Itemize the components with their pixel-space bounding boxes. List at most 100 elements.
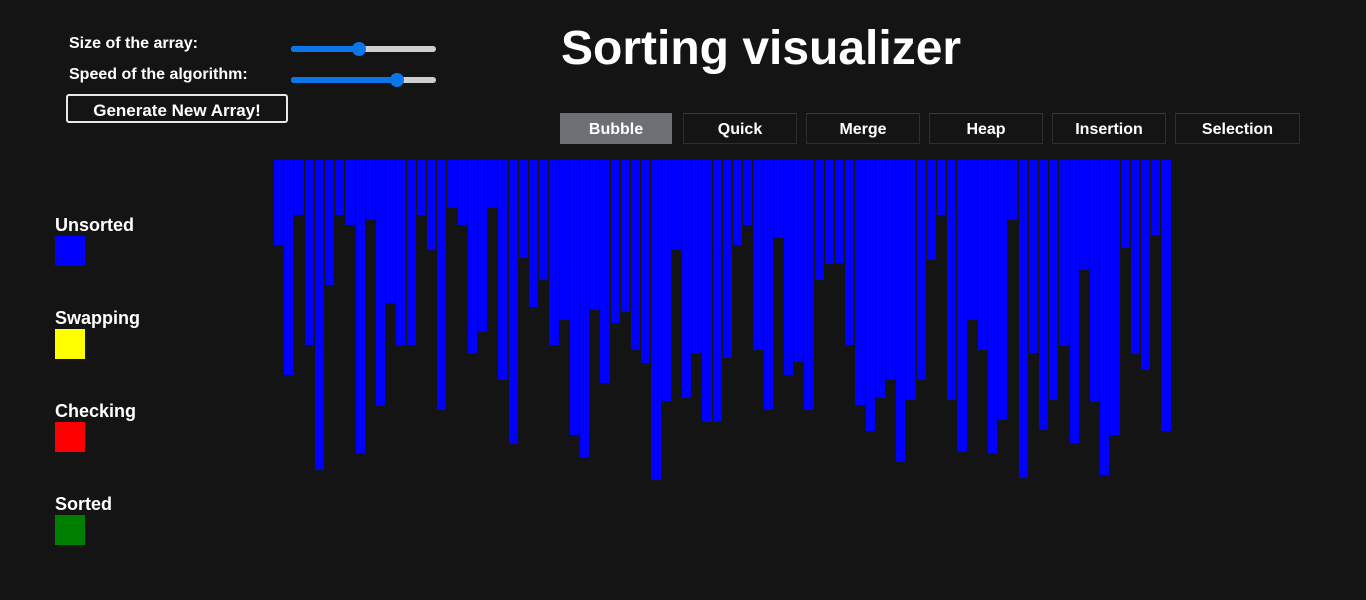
array-bar	[865, 160, 875, 431]
algorithm-speed-slider-fill	[291, 77, 397, 83]
tab-insertion[interactable]: Insertion	[1052, 113, 1166, 144]
tab-quick[interactable]: Quick	[683, 113, 797, 144]
array-bar	[610, 160, 620, 323]
array-bar	[988, 160, 998, 453]
array-bar	[1090, 160, 1100, 402]
legend-sorted-label: Sorted	[55, 494, 113, 514]
array-bar	[1028, 160, 1038, 353]
array-bar	[437, 160, 447, 410]
array-bar	[682, 160, 692, 398]
array-bar	[376, 160, 386, 406]
legend-sorted-swatch	[55, 515, 85, 545]
array-bar	[559, 160, 569, 320]
array-bar	[916, 160, 926, 380]
array-bar	[386, 160, 396, 303]
array-bar	[1079, 160, 1089, 270]
array-bar	[304, 160, 314, 345]
array-bar	[1018, 160, 1028, 478]
array-bar	[855, 160, 865, 405]
array-bar	[1130, 160, 1140, 354]
array-bar	[284, 160, 294, 375]
tab-merge[interactable]: Merge	[806, 113, 920, 144]
array-size-slider[interactable]	[291, 42, 436, 56]
array-bar	[763, 160, 773, 410]
array-bar	[274, 160, 284, 245]
array-bar	[967, 160, 977, 320]
array-bar	[590, 160, 600, 310]
array-bar	[957, 160, 967, 452]
array-bar	[947, 160, 957, 400]
array-bar	[325, 160, 335, 285]
array-bar	[1039, 160, 1049, 430]
tab-bubble[interactable]: Bubble	[560, 113, 672, 144]
array-bar	[733, 160, 743, 245]
array-bar	[529, 160, 539, 307]
legend-checking-swatch	[55, 422, 85, 452]
array-bar	[824, 160, 834, 264]
array-bar	[1069, 160, 1079, 443]
array-bar	[661, 160, 671, 401]
array-bar	[1110, 160, 1120, 435]
array-bar	[1141, 160, 1151, 370]
array-bar	[977, 160, 987, 350]
page-title: Sorting visualizer	[561, 22, 962, 75]
array-bar	[539, 160, 549, 280]
array-bar	[335, 160, 345, 215]
algorithm-speed-label: Speed of the algorithm:	[69, 66, 248, 83]
algorithm-speed-slider-thumb[interactable]	[389, 73, 404, 87]
array-bar	[457, 160, 467, 225]
array-bar	[406, 160, 416, 345]
array-bar	[712, 160, 722, 422]
array-bar	[518, 160, 528, 258]
array-bar	[937, 160, 947, 215]
array-bar	[804, 160, 814, 410]
array-bar	[835, 160, 845, 263]
array-bar	[753, 160, 763, 350]
array-bar	[467, 160, 477, 353]
algorithm-speed-slider[interactable]	[291, 73, 436, 87]
array-bar	[294, 160, 304, 215]
array-bar	[773, 160, 783, 238]
array-size-slider-fill	[291, 46, 360, 52]
array-bar	[702, 160, 712, 422]
array-bar	[651, 160, 661, 480]
array-size-slider-thumb[interactable]	[352, 42, 367, 56]
array-bar	[447, 160, 457, 208]
legend-unsorted-swatch	[55, 236, 85, 266]
array-bar	[580, 160, 590, 457]
array-bar	[1100, 160, 1110, 475]
array-bar	[488, 160, 498, 208]
array-bar	[1120, 160, 1130, 248]
array-bar	[345, 160, 355, 225]
array-bar	[926, 160, 936, 260]
array-bar	[794, 160, 804, 362]
array-bar	[784, 160, 794, 375]
generate-new-array-button[interactable]: Generate New Array!	[66, 94, 288, 123]
array-bar	[875, 160, 885, 398]
array-bar	[722, 160, 732, 358]
tab-selection[interactable]: Selection	[1175, 113, 1300, 144]
array-bar	[314, 160, 324, 470]
legend-swapping-swatch	[55, 329, 85, 359]
array-bar	[416, 160, 426, 215]
array-bar	[906, 160, 916, 400]
array-bar	[814, 160, 824, 280]
array-bar	[631, 160, 641, 350]
array-bar	[845, 160, 855, 345]
array-size-label: Size of the array:	[69, 35, 198, 52]
tab-heap[interactable]: Heap	[929, 113, 1043, 144]
array-bar	[569, 160, 579, 435]
array-bar	[549, 160, 559, 345]
array-bar	[692, 160, 702, 353]
array-bar	[355, 160, 365, 453]
array-bar	[1059, 160, 1069, 346]
array-bar	[620, 160, 630, 312]
array-bar	[1049, 160, 1059, 400]
array-bar	[743, 160, 753, 225]
array-bar	[1151, 160, 1161, 235]
legend-checking-label: Checking	[55, 401, 137, 421]
array-bar	[498, 160, 508, 380]
array-bar	[671, 160, 681, 250]
array-bar	[896, 160, 906, 462]
